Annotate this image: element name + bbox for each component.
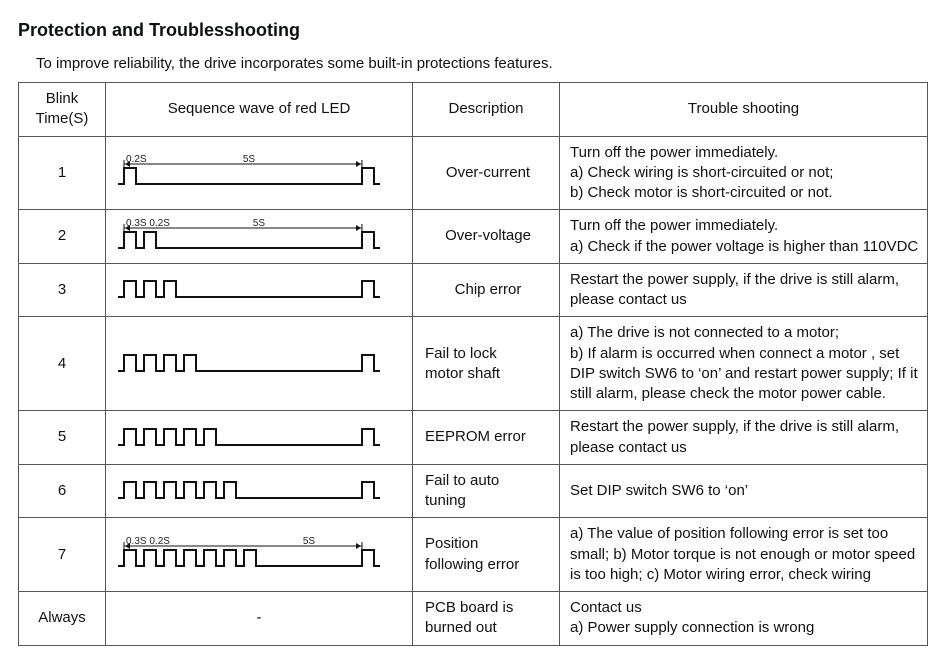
table-row: 2 0.3S 0.2S 5S Over-voltageTurn off the pow… [19,210,928,264]
table-row: 6 Fail to autotuningSet DIP switch SW6 to… [19,464,928,518]
th-trouble: Trouble shooting [560,83,928,137]
cell-blink: 6 [19,464,106,518]
cell-sequence [106,263,413,317]
cell-description: Chip error [413,263,560,317]
cell-troubleshooting: Restart the power supply, if the drive i… [560,411,928,465]
cell-troubleshooting: Contact usa) Power supply connection is … [560,592,928,646]
th-desc: Description [413,83,560,137]
svg-text:5S: 5S [243,154,256,165]
intro-text: To improve reliability, the drive incorp… [36,55,933,72]
cell-blink: 2 [19,210,106,264]
cell-blink: 4 [19,317,106,411]
cell-blink: Always [19,592,106,646]
cell-description: Fail to autotuning [413,464,560,518]
cell-description: Fail to lockmotor shaft [413,317,560,411]
cell-description: Over-voltage [413,210,560,264]
cell-sequence: 0.3S 0.2S 5S [106,210,413,264]
table-row: 7 0.3S 0.2S 5S Positionfollowing errora) Th… [19,518,928,592]
cell-troubleshooting: a) The value of position following error… [560,518,928,592]
cell-description: Over-current [413,136,560,210]
cell-troubleshooting: Turn off the power immediately.a) Check … [560,210,928,264]
svg-text:0.2S: 0.2S [126,154,147,165]
cell-description: PCB board isburned out [413,592,560,646]
cell-description: EEPROM error [413,411,560,465]
cell-blink: 3 [19,263,106,317]
cell-troubleshooting: Set DIP switch SW6 to ‘on’ [560,464,928,518]
svg-text:0.3S 0.2S: 0.3S 0.2S [126,218,170,229]
cell-sequence: 0.3S 0.2S 5S [106,518,413,592]
cell-sequence [106,464,413,518]
table-row: 3 Chip errorRestart the power supply, if … [19,263,928,317]
cell-sequence [106,411,413,465]
cell-sequence: - [106,592,413,646]
svg-text:5S: 5S [303,536,316,547]
cell-blink: 7 [19,518,106,592]
cell-blink: 5 [19,411,106,465]
table-row: Always-PCB board isburned outContact usa… [19,592,928,646]
cell-sequence: 0.2S 5S [106,136,413,210]
page-title: Protection and Troublesshooting [18,20,933,41]
table-row: 4 Fail to lockmotor shafta) The drive is … [19,317,928,411]
troubleshoot-table: BlinkTime(S) Sequence wave of red LED De… [18,82,928,646]
cell-sequence [106,317,413,411]
table-row: 5 EEPROM errorRestart the power supply, i… [19,411,928,465]
cell-troubleshooting: Turn off the power immediately.a) Check … [560,136,928,210]
svg-text:0.3S 0.2S: 0.3S 0.2S [126,536,170,547]
th-seq: Sequence wave of red LED [106,83,413,137]
cell-blink: 1 [19,136,106,210]
cell-troubleshooting: a) The drive is not connected to a motor… [560,317,928,411]
cell-description: Positionfollowing error [413,518,560,592]
cell-troubleshooting: Restart the power supply, if the drive i… [560,263,928,317]
th-blink: BlinkTime(S) [19,83,106,137]
svg-text:5S: 5S [253,218,266,229]
table-row: 1 0.2S 5S Over-currentTurn off the power im… [19,136,928,210]
